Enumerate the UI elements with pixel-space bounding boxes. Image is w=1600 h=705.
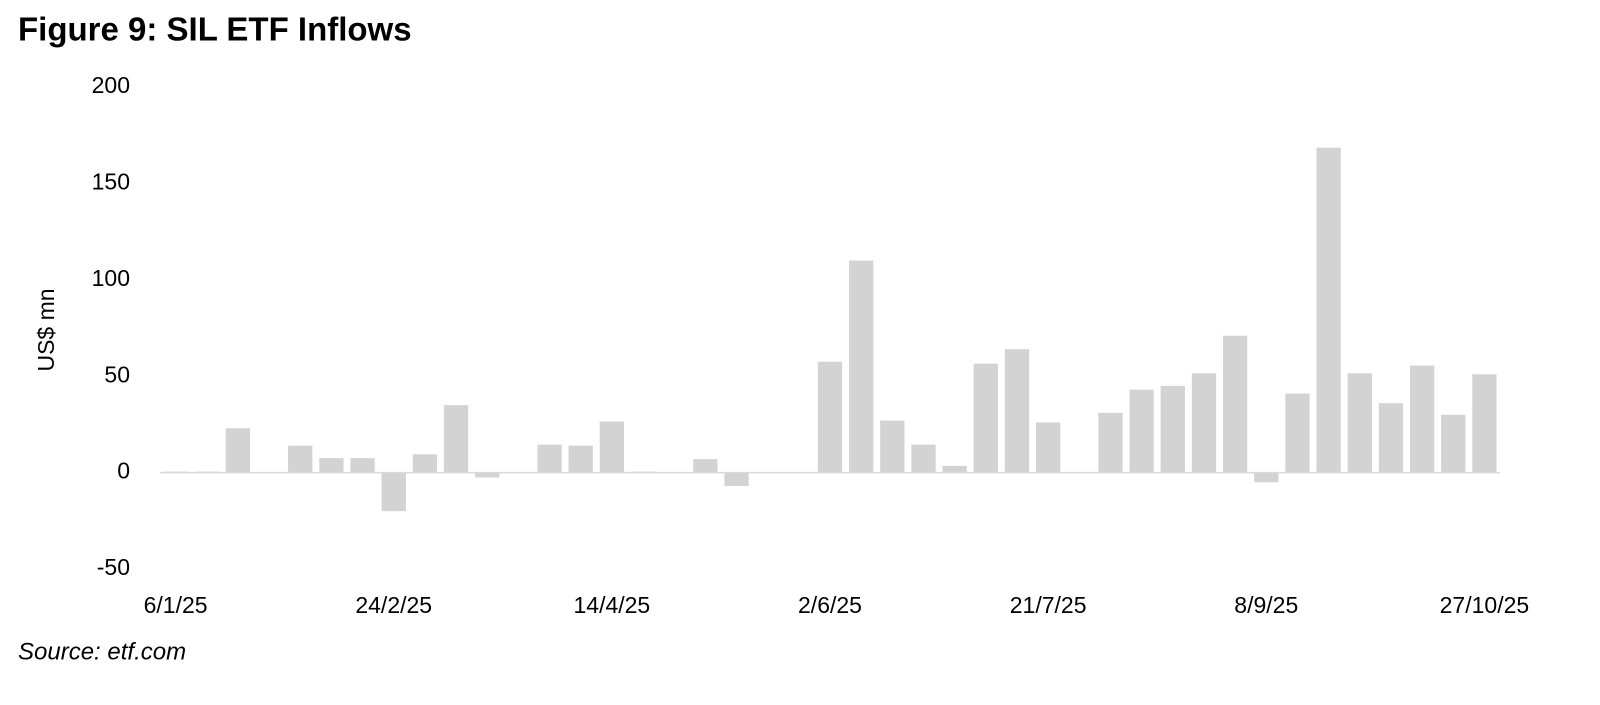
bar — [319, 458, 344, 473]
x-tick-label: 8/9/25 — [1234, 592, 1298, 618]
bar — [973, 363, 998, 473]
bar — [1378, 403, 1404, 473]
bar — [942, 465, 967, 473]
bar — [911, 444, 936, 473]
bar — [1409, 365, 1435, 473]
bar — [599, 421, 625, 473]
x-tick-label: 21/7/25 — [1010, 592, 1087, 618]
bar — [1316, 147, 1341, 473]
bar — [350, 458, 375, 473]
bar — [1254, 472, 1279, 483]
y-tick-label: 50 — [104, 361, 130, 387]
bar — [475, 472, 500, 478]
x-tick-label: 24/2/25 — [355, 592, 432, 618]
bar — [817, 361, 843, 473]
bar — [568, 445, 593, 473]
bar — [1129, 389, 1154, 473]
bar — [443, 405, 469, 473]
bar — [1441, 414, 1466, 473]
bar — [537, 444, 562, 473]
bar — [1222, 335, 1248, 473]
bar — [412, 454, 438, 473]
bar — [288, 445, 313, 473]
bar — [225, 428, 251, 473]
y-tick-label: 150 — [92, 168, 130, 194]
y-tick-label: 200 — [92, 72, 130, 98]
bar — [880, 420, 905, 473]
y-tick-label: -50 — [97, 554, 130, 580]
y-tick-label: 100 — [92, 265, 130, 291]
bar — [724, 472, 749, 487]
bar — [1160, 385, 1185, 473]
bar — [1285, 393, 1310, 473]
y-axis-label: US$ mn — [33, 288, 59, 371]
bar — [381, 472, 406, 512]
bar — [1472, 374, 1497, 473]
x-tick-label: 27/10/25 — [1440, 592, 1530, 618]
y-tick-label: 0 — [117, 458, 130, 484]
source: Source: etf.com — [18, 638, 186, 665]
bar — [1347, 373, 1372, 473]
bar — [693, 459, 718, 473]
bar — [1035, 422, 1061, 473]
bar — [1191, 373, 1217, 473]
x-tick-label: 2/6/25 — [798, 592, 862, 618]
bar — [849, 260, 874, 473]
x-tick-label: 6/1/25 — [144, 592, 208, 618]
bar — [1004, 349, 1030, 473]
x-tick-label: 14/4/25 — [573, 592, 650, 618]
chart-title: Figure 9: SIL ETF Inflows — [18, 11, 412, 48]
bar — [1098, 412, 1123, 473]
